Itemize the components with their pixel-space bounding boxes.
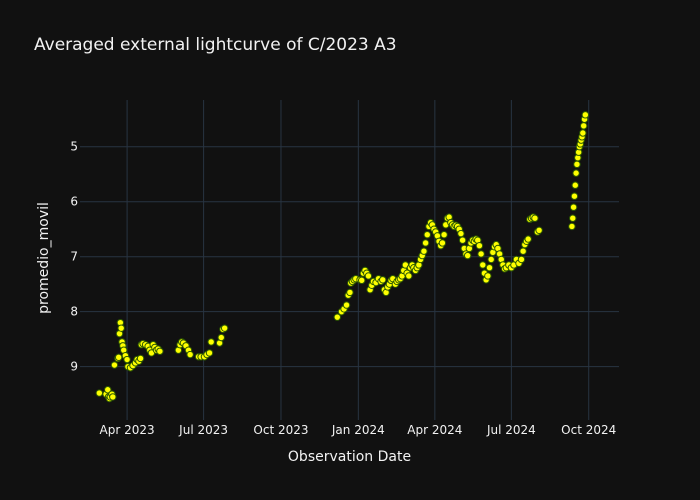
x-tick-label: Oct 2024 — [561, 423, 616, 437]
y-tick-label: 7 — [70, 250, 78, 264]
x-tick-label: Apr 2023 — [100, 423, 155, 437]
data-point — [572, 169, 580, 177]
data-point — [205, 349, 214, 357]
data-point — [458, 236, 467, 244]
data-point — [517, 255, 526, 264]
data-point — [357, 276, 366, 285]
data-point — [207, 338, 215, 346]
y-axis-ticks: 5 6 7 8 9 — [70, 140, 78, 374]
data-point — [114, 353, 123, 362]
data-point — [569, 214, 577, 222]
data-point — [423, 231, 431, 239]
data-point — [379, 276, 387, 284]
data-point — [479, 261, 487, 269]
data-point — [579, 122, 588, 130]
data-point — [463, 251, 472, 260]
data-point — [420, 247, 428, 255]
data-point — [581, 111, 590, 119]
x-tick-label: Apr 2024 — [407, 423, 462, 437]
data-point — [186, 350, 194, 359]
data-point — [333, 313, 342, 321]
data-point — [568, 222, 576, 231]
data-point — [531, 214, 539, 222]
data-point — [484, 272, 492, 280]
data-point — [438, 239, 447, 247]
data-point — [156, 347, 164, 355]
data-point — [457, 229, 465, 238]
gridlines — [80, 100, 619, 420]
y-tick-label: 8 — [70, 305, 78, 319]
y-tick-label: 6 — [70, 195, 78, 209]
data-point — [109, 393, 117, 401]
data-point — [573, 160, 581, 169]
data-points — [95, 111, 590, 403]
data-point — [570, 192, 579, 200]
data-point — [485, 263, 494, 272]
data-point — [342, 301, 351, 309]
data-point — [123, 355, 131, 364]
data-point — [217, 333, 225, 342]
data-point — [487, 255, 495, 264]
data-point — [524, 235, 532, 243]
data-point — [421, 239, 430, 247]
chart-title: Averaged external lightcurve of C/2023 A… — [34, 35, 397, 55]
data-point — [571, 181, 579, 189]
data-point — [346, 288, 354, 297]
data-point — [477, 250, 485, 258]
data-point — [569, 203, 578, 211]
x-tick-label: Jan 2024 — [331, 423, 385, 437]
data-point — [405, 272, 413, 280]
data-point — [475, 242, 484, 250]
data-point — [364, 272, 373, 280]
data-point — [519, 247, 527, 255]
x-tick-label: Jul 2023 — [178, 423, 228, 437]
data-point — [95, 389, 104, 397]
data-point — [220, 324, 229, 332]
x-tick-label: Jul 2024 — [486, 423, 536, 437]
data-point — [440, 231, 448, 239]
data-point — [110, 361, 119, 369]
x-axis-title: Observation Date — [288, 449, 411, 465]
y-axis-title: promedio_movil — [36, 202, 52, 314]
x-tick-label: Oct 2023 — [253, 423, 308, 437]
data-point — [535, 226, 543, 235]
y-tick-label: 5 — [70, 140, 78, 154]
data-point — [117, 324, 125, 332]
y-tick-label: 9 — [70, 360, 78, 374]
x-axis-ticks: Apr 2023 Jul 2023 Oct 2023 Jan 2024 Apr 2024… — [100, 423, 617, 437]
data-point — [136, 354, 145, 363]
data-point — [579, 129, 587, 137]
data-point — [104, 386, 112, 394]
